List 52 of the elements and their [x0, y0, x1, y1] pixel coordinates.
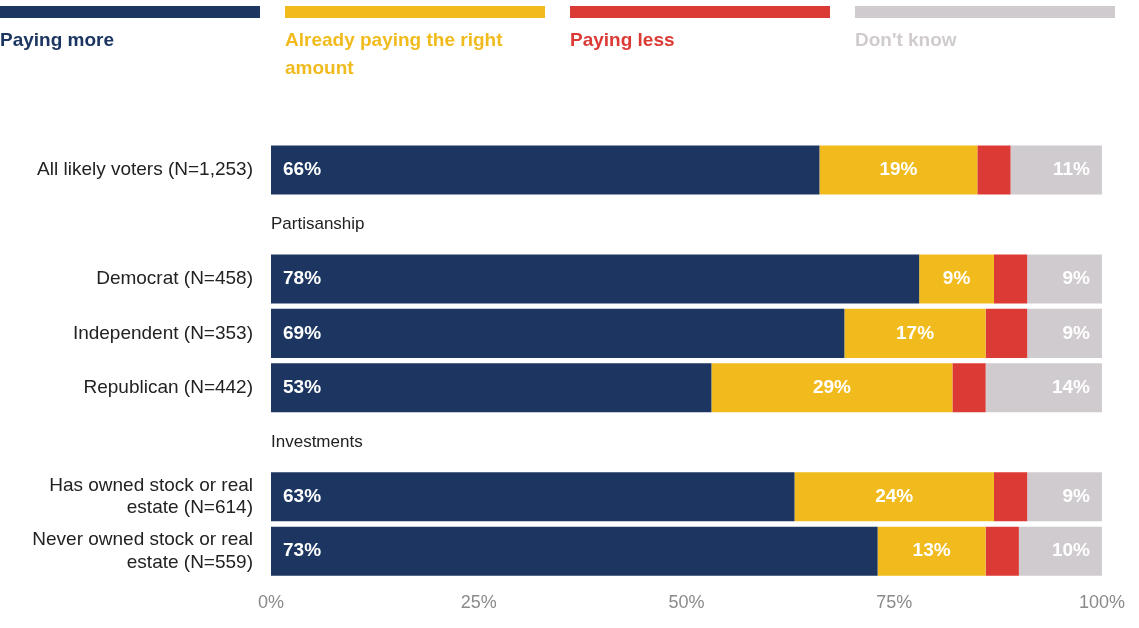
data-label: 63% — [283, 484, 322, 506]
data-label: 17% — [895, 321, 935, 343]
data-label: 66% — [283, 158, 322, 180]
bar — [977, 145, 1011, 195]
bar — [919, 254, 994, 304]
x-tick-label: 25% — [460, 592, 497, 613]
x-tick-label: 50% — [668, 592, 705, 613]
bar — [1010, 145, 1102, 195]
bar — [985, 526, 1019, 576]
bar — [877, 526, 986, 576]
y-tick-label: Investments — [271, 431, 363, 451]
data-label: 24% — [875, 484, 914, 506]
y-tick-label: Has owned stock or real estate (N=614) — [49, 473, 253, 518]
bar — [271, 472, 795, 522]
y-tick-label: Partisanship — [271, 214, 365, 234]
text: Paying more — [0, 28, 116, 52]
x-tick-label: 75% — [876, 592, 913, 613]
bar — [993, 472, 1028, 522]
bar — [271, 363, 712, 413]
bar — [1027, 472, 1102, 522]
bar — [794, 472, 994, 522]
bar — [985, 308, 1028, 358]
y-tick-label: Independent (N=353) — [72, 321, 253, 343]
bar — [1018, 526, 1102, 576]
data-label: 69% — [283, 321, 322, 343]
data-label: 13% — [912, 539, 951, 561]
data-label: 29% — [812, 376, 852, 398]
data-label: 53% — [283, 376, 322, 398]
bar — [819, 145, 978, 195]
text: Paying less — [570, 28, 676, 52]
text: Already paying the right amount — [285, 28, 504, 80]
bar — [1027, 308, 1102, 358]
bar — [985, 363, 1102, 413]
bar — [271, 254, 920, 304]
y-tick-label: Never owned stock or real estate (N=559) — [32, 528, 253, 572]
y-tick-label: Democrat (N=458) — [96, 267, 253, 289]
data-label: 9% — [942, 267, 971, 289]
bar — [844, 308, 986, 358]
x-tick-label: 0% — [257, 592, 285, 613]
bar — [993, 254, 1028, 304]
bar — [271, 308, 845, 358]
x-tick-label: 100% — [1078, 592, 1125, 613]
bar — [952, 363, 986, 413]
data-label: 78% — [283, 267, 322, 289]
y-tick-label: All likely voters (N=1,253) — [37, 158, 253, 180]
data-label: 73% — [283, 539, 322, 561]
y-tick-label: Republican (N=442) — [83, 376, 253, 398]
bar — [271, 145, 820, 195]
data-label: 19% — [879, 158, 918, 180]
bar — [1027, 254, 1102, 304]
bar — [271, 526, 878, 576]
bar — [711, 363, 953, 413]
